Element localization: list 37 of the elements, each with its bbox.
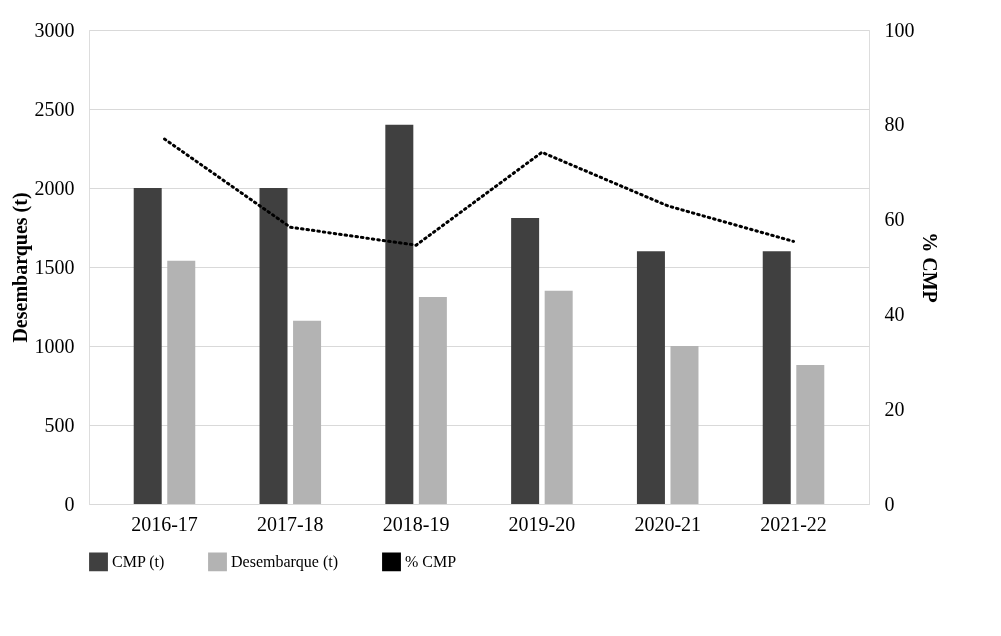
bar [511,218,540,504]
legend-label: % CMP [405,552,457,570]
bar [762,251,791,504]
y-tick-label: 3000 [34,18,75,41]
bar [796,364,825,504]
legend-label: CMP (t) [112,552,165,571]
x-tick-label: 2017-18 [256,512,324,535]
bar [544,290,573,504]
y-tick-label: 2500 [34,97,75,120]
x-tick-label: 2020-21 [634,512,702,535]
bar [385,124,414,504]
y2-tick-label: 100 [884,18,915,41]
y2-tick-label: 20 [884,397,905,420]
y2-tick-label: 40 [884,302,905,325]
y-tick-label: 2000 [34,176,75,199]
y2-axis-title: % CMP [918,232,941,303]
bar [670,346,699,504]
bar [167,260,196,504]
bar [418,297,447,504]
line-series [162,137,796,247]
bar [133,188,162,504]
y2-tick-label: 60 [884,208,905,231]
y-tick-label: 1000 [34,334,75,357]
bar [636,251,665,504]
x-tick-label: 2021-22 [760,512,827,535]
x-tick-label: 2019-20 [508,512,576,535]
y2-tick-label: 80 [884,113,905,136]
y-tick-label: 1500 [34,255,75,278]
y-tick-label: 500 [44,413,75,436]
bar [259,188,288,504]
y-tick-label: 0 [64,492,75,515]
y-axis-title: Desembarques (t) [8,192,32,343]
legend-label: Desembarque (t) [231,552,339,571]
y2-tick-label: 0 [884,492,895,515]
bar [293,320,322,504]
x-tick-label: 2016-17 [131,512,198,535]
x-tick-label: 2018-19 [382,512,450,535]
